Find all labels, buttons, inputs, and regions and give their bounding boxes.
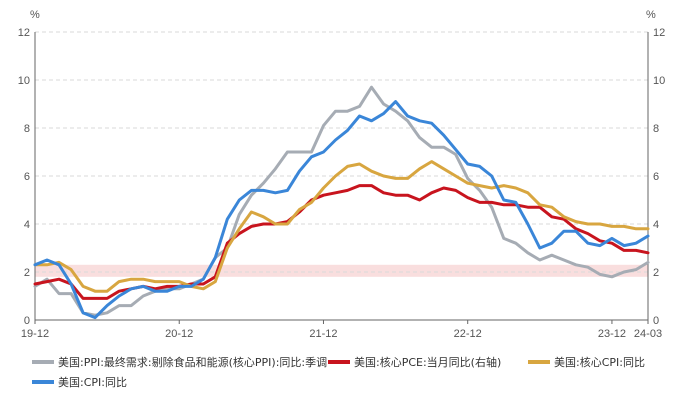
x-tick-label: 24-03 xyxy=(634,328,662,340)
x-tick-label: 22-12 xyxy=(454,328,482,340)
y-tick-label-right: 8 xyxy=(653,123,659,135)
gridlines xyxy=(35,31,648,273)
x-tick-label: 21-12 xyxy=(309,328,337,340)
y-tick-label-left: 8 xyxy=(24,123,30,135)
legend-label-3: 美国:核心CPI:同比 xyxy=(554,355,645,369)
y-tick-label-right: 10 xyxy=(653,75,665,87)
series-lines xyxy=(33,85,650,320)
axes: 0 0 2 2 4 4 6 6 8 8 10 10 12 12 19-12 20-12 21-12 22-12 23… xyxy=(18,27,666,340)
legend-label-4: 美国:CPI:同比 xyxy=(58,376,127,389)
x-tick-label: 20-12 xyxy=(165,328,193,340)
reference-band-layer xyxy=(35,264,648,277)
x-tick-label: 23-12 xyxy=(598,328,626,340)
y-tick-label-left: 12 xyxy=(18,27,30,39)
y-axis-unit-right: % xyxy=(646,9,656,21)
y-tick-label-left: 10 xyxy=(18,75,30,87)
y-tick-label-right: 4 xyxy=(653,219,659,231)
reference-band xyxy=(35,264,648,277)
y-tick-label-left: 0 xyxy=(24,315,30,327)
y-tick-label-right: 6 xyxy=(653,171,659,183)
y-axis-unit-left: % xyxy=(30,9,40,21)
y-tick-label-left: 6 xyxy=(24,171,30,183)
legend: 美国:PPI:最终需求:剔除食品和能源(核心PPI):同比:季调 美国:核心PCE… xyxy=(32,355,645,389)
y-tick-label-right: 2 xyxy=(653,267,659,279)
legend-label-1: 美国:PPI:最终需求:剔除食品和能源(核心PPI):同比:季调 xyxy=(58,355,327,369)
series-line-3 xyxy=(33,160,650,293)
legend-label-2: 美国:核心PCE:当月同比(右轴) xyxy=(354,355,501,369)
y-tick-label-right: 12 xyxy=(653,27,665,39)
y-tick-label-left: 4 xyxy=(24,219,30,231)
y-tick-label-right: 0 xyxy=(653,315,659,327)
x-tick-label: 19-12 xyxy=(21,328,49,340)
y-tick-label-left: 2 xyxy=(24,267,30,279)
series-line-1 xyxy=(33,85,650,317)
series-line-4 xyxy=(33,100,650,320)
